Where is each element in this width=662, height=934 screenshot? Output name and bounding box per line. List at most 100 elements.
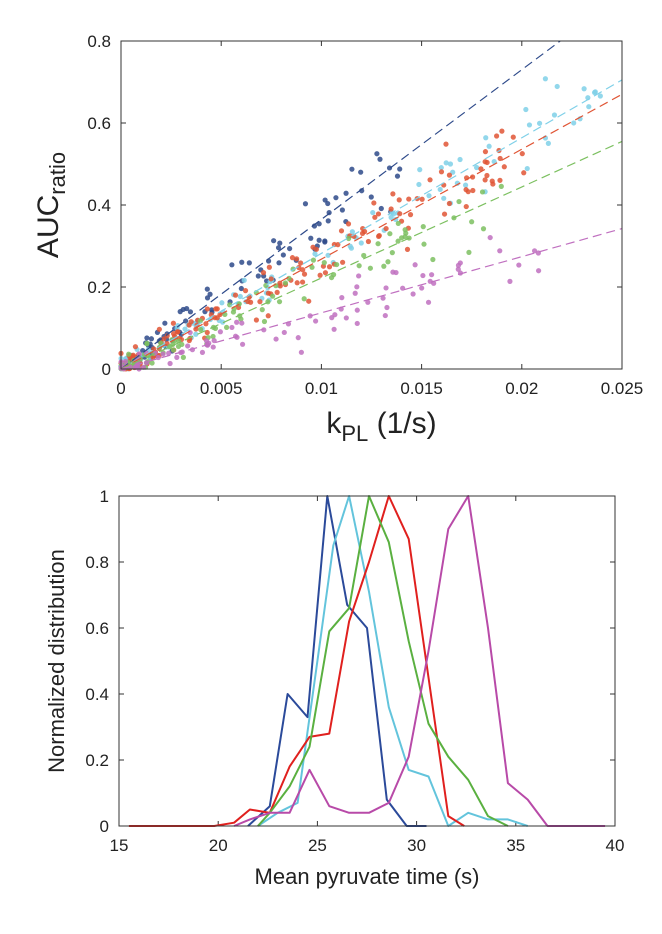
scatter-point <box>393 269 399 276</box>
scatter-fit-line-skyblue <box>120 79 623 370</box>
scatter-point <box>420 272 426 279</box>
scatter-point <box>406 196 412 202</box>
scatter-point <box>371 200 377 206</box>
scatter-point <box>313 246 319 252</box>
scatter-point <box>122 358 129 365</box>
scatter-point <box>257 299 263 305</box>
scatter-point <box>469 219 475 225</box>
scatter-point <box>352 290 358 296</box>
scatter-point <box>446 172 453 178</box>
scatter-point <box>217 329 223 335</box>
distribution-x-tick-label: 40 <box>606 836 625 855</box>
scatter-point <box>535 268 542 274</box>
distribution-line-green <box>257 495 509 827</box>
scatter-point <box>370 209 376 216</box>
scatter-point <box>313 318 319 324</box>
scatter-point <box>162 320 168 326</box>
scatter-point <box>204 286 210 292</box>
distribution-x-tick-label: 35 <box>506 836 525 855</box>
scatter-fit-lines <box>120 40 623 370</box>
scatter-point <box>491 158 497 165</box>
scatter-point <box>463 203 469 210</box>
scatter-point <box>295 335 301 341</box>
scatter-point <box>397 211 403 217</box>
scatter-point <box>309 264 315 270</box>
scatter-point <box>497 248 503 254</box>
scatter-point <box>385 259 391 265</box>
scatter-point <box>277 280 283 286</box>
scatter-point <box>210 333 216 340</box>
scatter-point <box>266 264 272 270</box>
scatter-point <box>397 166 403 172</box>
scatter-point <box>501 164 507 170</box>
scatter-point <box>325 218 331 224</box>
scatter-point <box>470 187 476 194</box>
scatter-point <box>144 340 150 346</box>
scatter-point <box>328 274 335 281</box>
scatter-point <box>253 317 260 323</box>
scatter-point <box>365 238 372 245</box>
scatter-point <box>523 106 529 113</box>
scatter-point <box>427 278 433 284</box>
scatter-point <box>322 239 328 245</box>
scatter-point <box>354 307 360 313</box>
scatter-point <box>223 324 230 331</box>
scatter-point <box>395 220 401 227</box>
scatter-x-tick-label: 0.025 <box>601 379 644 398</box>
scatter-point <box>499 128 505 134</box>
scatter-point <box>381 263 387 269</box>
scatter-point <box>180 354 186 360</box>
scatter-point <box>581 86 587 92</box>
scatter-point <box>126 351 132 357</box>
scatter-point <box>346 235 352 242</box>
scatter-point <box>521 170 527 176</box>
scatter-point <box>199 349 206 356</box>
scatter-panel: 0 0.005 0.01 0.015 0.02 0.025 0 0.2 0.4 0.6 0.8 AU… <box>32 32 643 446</box>
scatter-point <box>389 250 395 256</box>
scatter-point <box>237 293 243 300</box>
scatter-point <box>271 238 277 244</box>
scatter-point <box>356 263 362 269</box>
scatter-point <box>316 237 322 243</box>
scatter-y-tick-label: 0.8 <box>87 32 111 51</box>
scatter-point <box>276 260 282 266</box>
scatter-point <box>238 316 244 322</box>
scatter-point <box>554 83 560 90</box>
scatter-point <box>419 285 425 291</box>
scatter-fit-line-green <box>120 140 623 370</box>
distribution-y-tick-label: 0.8 <box>85 553 109 572</box>
scatter-point <box>213 306 219 312</box>
scatter-x-label-main: k <box>326 407 342 440</box>
scatter-point <box>310 257 317 263</box>
scatter-point <box>417 167 423 173</box>
scatter-point <box>349 229 355 235</box>
scatter-point <box>289 255 296 261</box>
scatter-point <box>300 267 306 273</box>
scatter-point <box>507 278 513 284</box>
scatter-point <box>340 259 346 265</box>
scatter-point <box>136 351 142 357</box>
scatter-y-tick-label: 0.6 <box>87 114 111 133</box>
scatter-x-tick-label: 0 <box>116 379 125 398</box>
scatter-point <box>229 262 235 268</box>
scatter-point <box>339 207 345 213</box>
scatter-point <box>358 240 364 246</box>
distribution-y-tick-label: 0.4 <box>85 685 109 704</box>
scatter-point <box>482 159 488 165</box>
scatter-point <box>339 295 345 301</box>
scatter-point <box>306 298 312 304</box>
scatter-point <box>478 166 484 172</box>
scatter-point <box>158 340 164 346</box>
scatter-point <box>441 211 448 217</box>
scatter-point <box>446 200 452 207</box>
scatter-series-magenta <box>118 234 542 372</box>
scatter-point <box>171 331 177 337</box>
scatter-point <box>130 352 136 358</box>
scatter-point <box>516 262 522 268</box>
scatter-point <box>403 230 409 236</box>
scatter-fit-line-navy <box>120 40 561 370</box>
scatter-x-tick-label: 0.02 <box>505 379 538 398</box>
scatter-point <box>207 291 213 297</box>
scatter-point <box>322 270 329 276</box>
scatter-point <box>441 195 447 201</box>
